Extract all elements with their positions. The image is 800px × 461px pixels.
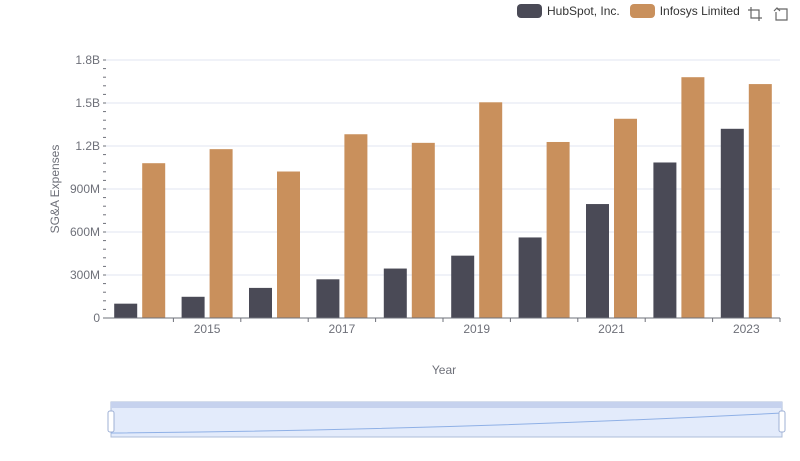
zoom-slider-right-handle[interactable]	[778, 410, 786, 433]
bar-infosys-2023[interactable]	[748, 84, 772, 318]
zoom-slider-preview-line	[110, 412, 783, 434]
bar-infosys-2016[interactable]	[277, 171, 300, 318]
bar-hubspot-2015[interactable]	[181, 296, 205, 318]
bar-infosys-2015[interactable]	[209, 149, 233, 318]
legend-item-hubspot[interactable]: HubSpot, Inc.	[517, 4, 620, 18]
zoom-slider-handle-bar[interactable]	[111, 402, 782, 408]
zoom-slider[interactable]	[107, 401, 786, 438]
bar-hubspot-2018[interactable]	[383, 268, 407, 318]
legend: HubSpot, Inc. Infosys Limited	[517, 4, 750, 18]
y-tick-label: 300M	[70, 268, 100, 282]
x-tick-label: 2021	[598, 322, 625, 336]
y-tick-label: 600M	[70, 225, 100, 239]
bar-infosys-2018[interactable]	[411, 142, 435, 318]
y-axis: 0 300M 600M 900M 1.2B 1.5B 1.8B	[70, 53, 106, 325]
legend-label-infosys: Infosys Limited	[659, 4, 740, 18]
bar-hubspot-2022[interactable]	[653, 162, 677, 318]
bar-infosys-2020[interactable]	[546, 141, 570, 318]
legend-item-infosys[interactable]: Infosys Limited	[629, 4, 740, 18]
zoom-slider-left-handle[interactable]	[107, 410, 115, 433]
legend-swatch-hubspot	[517, 4, 542, 18]
y-tick-label: 900M	[70, 182, 100, 196]
bar-infosys-2017[interactable]	[344, 134, 368, 318]
bar-infosys-2019[interactable]	[479, 102, 503, 319]
bar-hubspot-2021[interactable]	[586, 204, 609, 318]
y-axis-title: SG&A Expenses	[48, 145, 62, 234]
bar-hubspot-2014[interactable]	[114, 303, 138, 318]
x-axis-title: Year	[432, 363, 456, 377]
bar-hubspot-2019[interactable]	[451, 255, 475, 318]
legend-label-hubspot: HubSpot, Inc.	[547, 4, 620, 18]
bar-infosys-2021[interactable]	[614, 118, 637, 319]
grid-lines	[106, 59, 780, 319]
bars-group	[114, 77, 772, 319]
restore-icon[interactable]	[773, 6, 789, 22]
crop-zoom-icon[interactable]	[747, 6, 763, 22]
x-tick-label: 2015	[194, 322, 221, 336]
bar-infosys-2014[interactable]	[142, 163, 166, 318]
y-tick-label: 1.8B	[75, 53, 100, 67]
x-axis: 2015 2017 2019 2021 2023	[106, 317, 781, 336]
x-tick-label: 2023	[733, 322, 760, 336]
bar-hubspot-2020[interactable]	[518, 237, 542, 318]
bar-infosys-2022[interactable]	[681, 77, 705, 318]
y-tick-label: 1.5B	[75, 96, 100, 110]
bar-hubspot-2023[interactable]	[720, 128, 744, 318]
bar-hubspot-2016[interactable]	[249, 287, 272, 318]
bar-hubspot-2017[interactable]	[316, 279, 340, 318]
x-tick-label: 2019	[463, 322, 490, 336]
x-tick-label: 2017	[329, 322, 356, 336]
y-tick-label: 0	[93, 311, 100, 325]
legend-swatch-infosys	[629, 4, 655, 18]
y-tick-label: 1.2B	[75, 139, 100, 153]
